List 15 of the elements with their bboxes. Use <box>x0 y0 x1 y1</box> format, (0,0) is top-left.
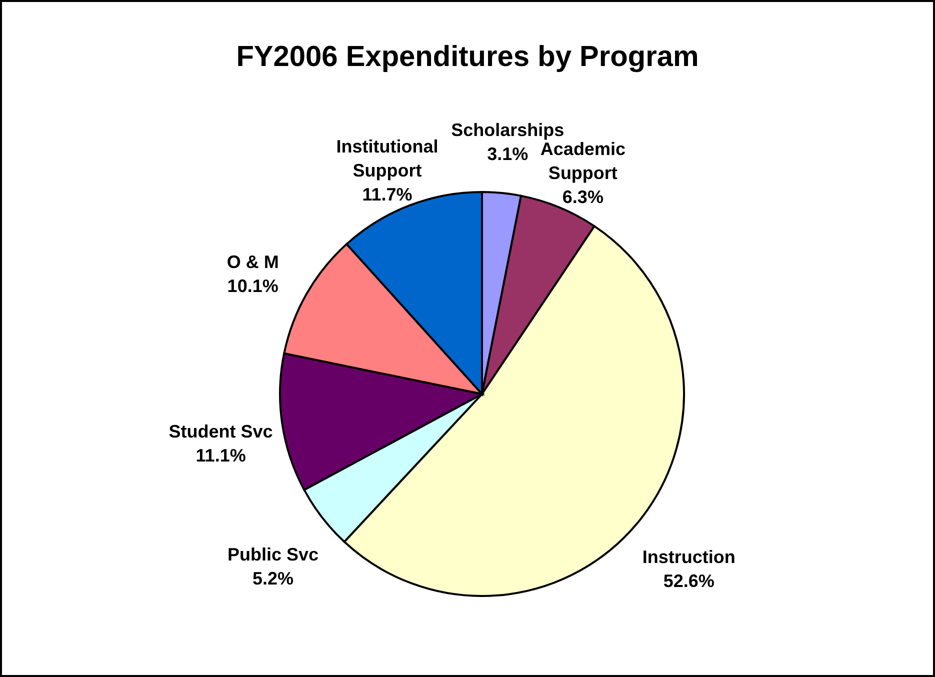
slice-label: Scholarships <box>451 120 564 140</box>
data-label: 5.2% <box>252 568 294 588</box>
data-label: 3.1% <box>487 144 528 164</box>
slice-label: Instruction <box>642 546 736 567</box>
data-label: 6.3% <box>562 187 604 208</box>
slice-label: Student Svc <box>168 421 273 442</box>
slice-label: Public Svc <box>228 544 319 564</box>
data-label: 11.1% <box>196 445 246 466</box>
data-label: 10.1% <box>227 276 278 296</box>
chart-title: FY2006 Expenditures by Program <box>236 41 699 73</box>
slice-label: Academic Support <box>540 139 626 184</box>
slice-label: O & M <box>226 252 279 272</box>
data-label: 52.6% <box>663 570 714 591</box>
data-label: 11.7% <box>362 184 412 205</box>
slice-label: Institutional Support <box>336 136 438 181</box>
